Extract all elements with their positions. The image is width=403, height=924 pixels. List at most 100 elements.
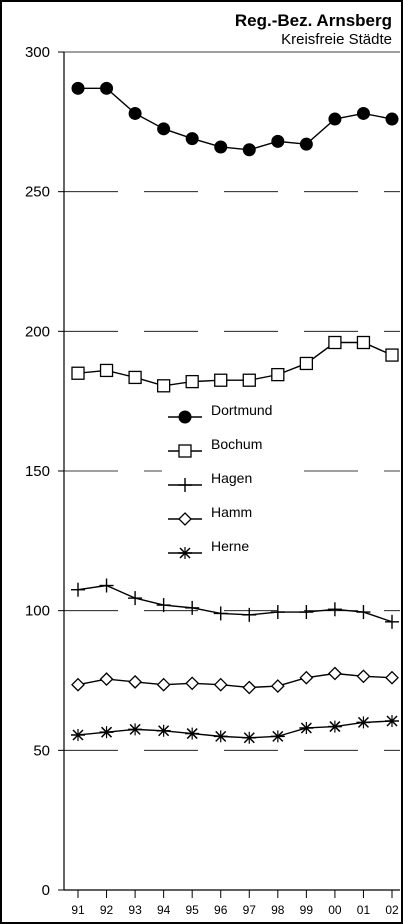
data-point-hagen (185, 600, 200, 615)
data-point-dortmund (157, 122, 171, 136)
data-point-dortmund (385, 112, 399, 126)
series-bochum (71, 335, 399, 393)
data-point-bochum (71, 366, 85, 380)
data-point-dortmund (185, 132, 199, 146)
data-point-hamm (71, 677, 85, 692)
data-point-hamm (299, 670, 314, 685)
x-tick-label: 00 (328, 903, 342, 917)
legend-marker-bochum (178, 444, 192, 458)
data-point-dortmund (214, 140, 228, 154)
data-point-bochum (128, 370, 142, 385)
y-tick-label: 50 (33, 742, 50, 759)
data-point-hamm (327, 666, 342, 681)
legend-label-herne: Herne (211, 538, 249, 554)
data-point-hagen (213, 606, 228, 621)
series-hagen (71, 578, 399, 629)
data-point-herne (385, 715, 399, 728)
data-point-herne (242, 731, 257, 744)
data-point-hagen (128, 591, 143, 606)
data-point-herne (327, 720, 342, 733)
x-tick-label: 99 (300, 903, 314, 917)
data-point-herne (71, 728, 85, 741)
x-tick-label: 02 (385, 903, 399, 917)
data-point-herne (299, 721, 314, 734)
data-point-hagen (327, 602, 342, 617)
y-tick-label: 200 (25, 323, 50, 340)
data-point-hamm (213, 677, 228, 692)
legend-marker-hamm (178, 512, 192, 526)
data-point-hamm (242, 680, 257, 695)
y-tick-label: 0 (42, 882, 50, 899)
legend-item-hagen: Hagen (168, 470, 252, 492)
data-point-bochum (214, 373, 228, 387)
series-herne (71, 715, 399, 744)
data-point-dortmund (299, 137, 313, 151)
data-point-hamm (270, 679, 285, 694)
data-point-hamm (385, 670, 399, 685)
data-point-hamm (99, 672, 114, 687)
legend: Dortmund Bochum Hagen Hamm Herne (162, 401, 292, 573)
x-tick-label: 94 (157, 903, 171, 917)
legend-label-bochum: Bochum (211, 436, 262, 452)
data-point-hamm (156, 677, 171, 692)
data-point-bochum (385, 348, 399, 362)
data-point-hagen (242, 607, 257, 622)
data-point-bochum (299, 356, 314, 371)
legend-marker-herne (178, 547, 192, 559)
x-tick-label: 98 (271, 903, 285, 917)
data-point-bochum (271, 367, 285, 382)
y-tick-label: 150 (25, 463, 50, 480)
data-point-hagen (156, 598, 171, 613)
data-point-hamm (128, 674, 143, 689)
data-point-hagen (356, 605, 371, 620)
data-point-herne (185, 727, 200, 740)
data-point-hamm (185, 676, 200, 691)
data-point-herne (156, 724, 171, 737)
data-point-bochum (99, 363, 114, 378)
data-point-dortmund (271, 134, 285, 148)
series-hamm (71, 666, 399, 695)
data-point-bochum (356, 335, 371, 350)
legend-marker-hagen (178, 478, 192, 492)
legend-background (162, 401, 292, 573)
data-point-dortmund (100, 81, 114, 95)
chart-title: Reg.-Bez. Arnsberg (235, 11, 392, 30)
x-tick-label: 92 (100, 903, 114, 917)
data-point-hagen (71, 582, 85, 597)
data-point-herne (128, 723, 143, 736)
x-tick-label: 96 (214, 903, 228, 917)
data-point-hagen (270, 605, 285, 620)
data-point-dortmund (242, 143, 256, 157)
y-tick-label: 100 (25, 603, 50, 620)
chart-subtitle: Kreisfreie Städte (281, 31, 392, 48)
data-point-dortmund (328, 112, 342, 126)
axes: 0 50 100 150 200 250 300 91 92 93 94 95 96 97 98 99 00 01… (25, 44, 400, 917)
data-point-hagen (385, 614, 399, 629)
data-point-hagen (99, 578, 114, 593)
data-point-dortmund (356, 106, 370, 120)
y-tick-label: 300 (25, 44, 50, 61)
x-tick-label: 93 (128, 903, 142, 917)
data-point-herne (99, 726, 114, 739)
legend-marker-dortmund (178, 410, 192, 424)
data-point-herne (356, 716, 371, 729)
y-tick-label: 250 (25, 184, 50, 201)
legend-item-bochum: Bochum (168, 436, 262, 458)
legend-label-hagen: Hagen (211, 470, 252, 486)
data-point-bochum (328, 335, 342, 350)
data-point-bochum (242, 373, 256, 387)
series-dortmund (71, 81, 399, 157)
legend-label-dortmund: Dortmund (211, 402, 272, 418)
data-point-dortmund (128, 106, 142, 120)
data-point-bochum (185, 374, 199, 389)
legend-item-dortmund: Dortmund (168, 402, 272, 424)
x-tick-label: 97 (243, 903, 257, 917)
data-point-herne (213, 730, 228, 743)
x-tick-label: 91 (71, 903, 85, 917)
x-tick-label: 95 (186, 903, 200, 917)
series-group (71, 81, 399, 744)
data-point-bochum (156, 379, 171, 393)
data-point-hamm (356, 669, 371, 684)
legend-item-herne: Herne (168, 538, 249, 559)
